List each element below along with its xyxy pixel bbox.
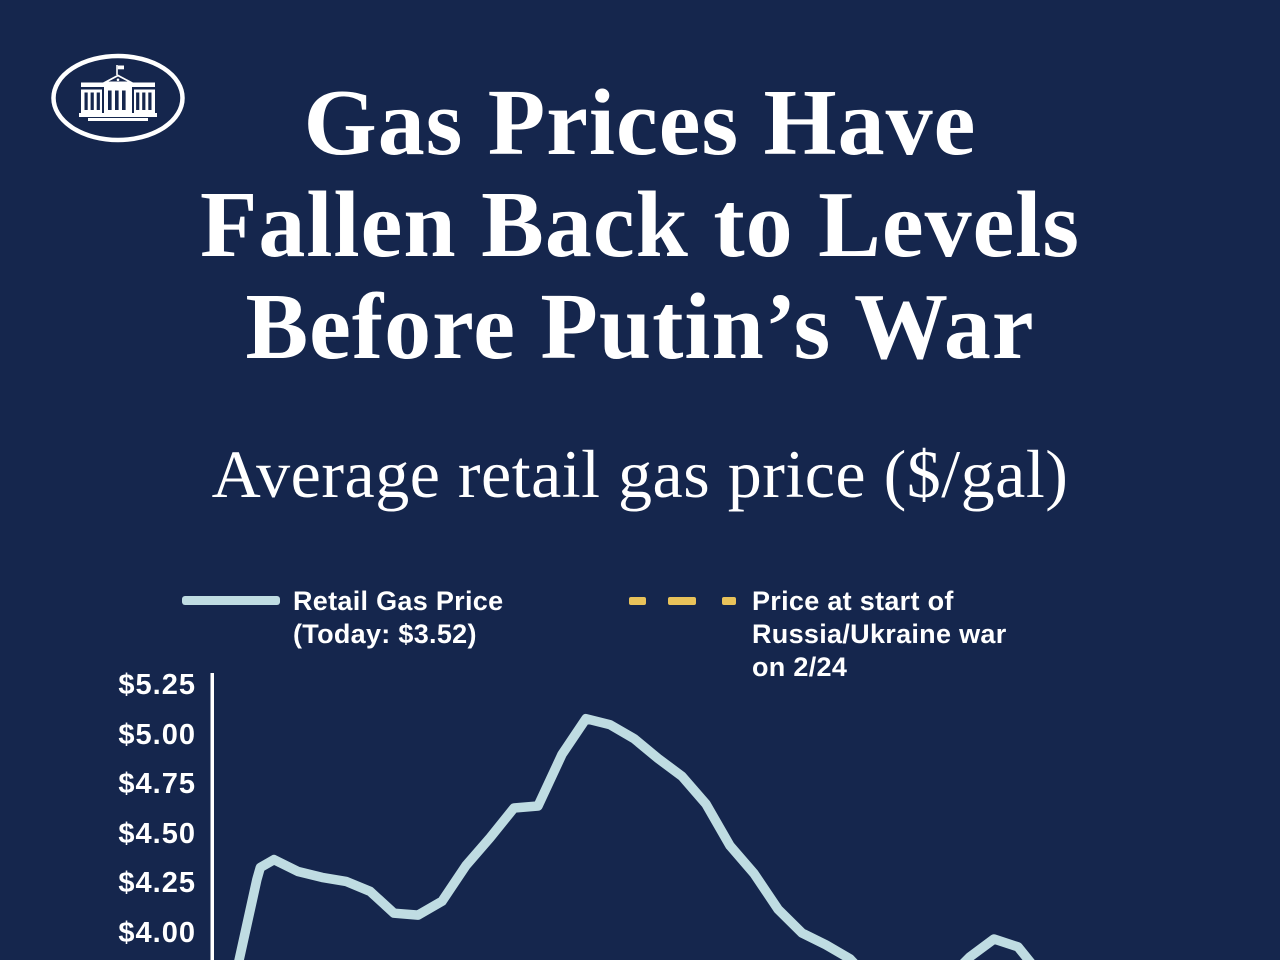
y-axis-line xyxy=(210,673,214,960)
building-windows xyxy=(84,76,152,110)
legend-label-line: (Today: $3.52) xyxy=(293,619,477,649)
legend-label-retail-gas-price: Retail Gas Price (Today: $3.52) xyxy=(293,585,503,651)
dash-segment xyxy=(668,597,696,605)
dash-segment xyxy=(629,597,646,605)
y-axis-tick-label: $4.25 xyxy=(118,867,196,899)
legend-label-war-start-price: Price at start of Russia/Ukraine war on … xyxy=(752,585,1007,684)
legend-label-line: Retail Gas Price xyxy=(293,586,504,616)
legend-label-line: Price at start of xyxy=(752,586,954,616)
gas-price-chart xyxy=(210,673,1035,960)
legend-solid-line-swatch xyxy=(182,596,280,605)
y-axis-tick-label: $4.50 xyxy=(118,818,196,850)
logo-oval xyxy=(51,53,185,143)
y-axis-tick-label: $5.25 xyxy=(118,669,196,701)
white-house-logo-icon xyxy=(51,53,185,143)
dash-segment xyxy=(722,597,736,605)
chart-subtitle: Average retail gas price ($/gal) xyxy=(211,436,1069,512)
title-line-2: Fallen Back to Levels xyxy=(200,173,1080,277)
legend-dashed-line-swatch xyxy=(629,597,736,605)
page-title: Gas Prices Have Fallen Back to Levels Be… xyxy=(0,72,1280,378)
y-axis-tick-label: $5.00 xyxy=(118,719,196,751)
y-axis-tick-label: $4.00 xyxy=(118,917,196,949)
title-line-1: Gas Prices Have xyxy=(303,71,977,175)
title-line-3: Before Putin’s War xyxy=(245,275,1035,379)
y-axis-tick-label: $4.75 xyxy=(118,768,196,800)
y-axis-labels: $5.25 $5.00 $4.75 $4.50 $4.25 $4.00 xyxy=(0,0,196,960)
legend-label-line: Russia/Ukraine war xyxy=(752,619,1007,649)
legend-label-line: on 2/24 xyxy=(752,652,848,682)
retail-gas-price-line xyxy=(234,713,1035,960)
